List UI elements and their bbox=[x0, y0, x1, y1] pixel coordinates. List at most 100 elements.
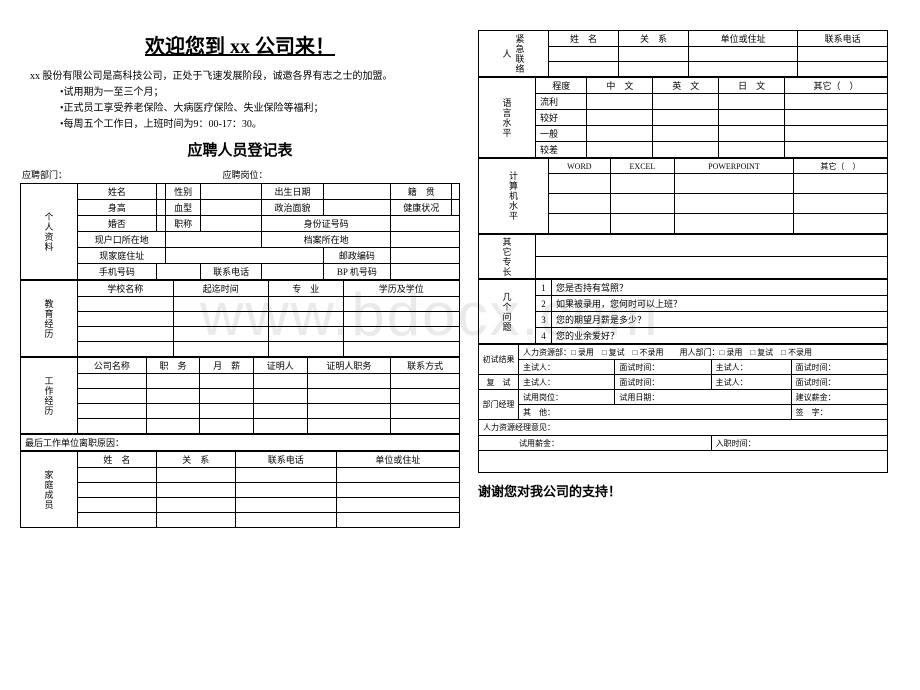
left-column: 欢迎您到 xx 公司来！ xx 股份有限公司是高科技公司，正处于飞速发展阶段，诚… bbox=[20, 30, 460, 528]
iv-mgr2: 试用日期： bbox=[615, 390, 791, 405]
lang-r1: 流利 bbox=[536, 94, 587, 110]
lbl-health: 健康状况 bbox=[391, 200, 452, 216]
family-h-addr: 单位或住址 bbox=[336, 452, 459, 468]
lang-h-other: 其它（ ） bbox=[785, 78, 888, 94]
iv-re1: 主试人： bbox=[519, 375, 615, 390]
education-table: 教育经历 学校名称 起迄时间 专 业 学历及学位 bbox=[20, 280, 460, 357]
computer-table: 计算机水平 WORD EXCEL POWERPOINT 其它（ ） bbox=[478, 158, 888, 234]
edu-row bbox=[21, 342, 460, 357]
other-skill-side: 其它专长 bbox=[479, 235, 536, 279]
work-h-refjob: 证明人职务 bbox=[307, 358, 391, 374]
lang-r4: 较差 bbox=[536, 142, 587, 158]
lbl-name: 姓名 bbox=[78, 184, 157, 200]
q3: 您的期望月薪是多少？ bbox=[552, 312, 888, 328]
emergency-side: 紧急联络人 bbox=[479, 31, 549, 77]
footer-text: 谢谢您对我公司的支持！ bbox=[478, 481, 888, 500]
iv-re2: 面试时间： bbox=[615, 375, 711, 390]
right-column: 紧急联络人 姓 名 关 系 单位或住址 联系电话 语言水平 程度 中 文 英 文… bbox=[478, 30, 888, 528]
lbl-height: 身高 bbox=[78, 200, 157, 216]
language-table: 语言水平 程度 中 文 英 文 日 文 其它（ ） 流利 较好 一般 较差 bbox=[478, 77, 888, 158]
dept-row: 应聘部门： 应聘岗位： bbox=[20, 166, 460, 183]
em-h-name: 姓 名 bbox=[549, 31, 619, 47]
comp-side: 计算机水平 bbox=[479, 159, 549, 234]
lbl-zip: 邮政编码 bbox=[323, 248, 390, 264]
iv-hrmgr1: 试用薪金： bbox=[479, 436, 712, 451]
q1n: 1 bbox=[536, 280, 552, 296]
work-side: 工作经历 bbox=[21, 358, 78, 434]
lbl-addr: 现家庭住址 bbox=[78, 248, 166, 264]
interview-hr: 人力资源部：□ 录用 □ 复试 □ 不录用 用人部门：□ 录用 □ 复试 □ 不… bbox=[519, 345, 888, 360]
other-skill-table: 其它专长 bbox=[478, 234, 888, 279]
intro-line1: xx 股份有限公司是高科技公司，正处于飞速发展阶段，诚邀各界有志之士的加盟。 bbox=[30, 69, 460, 85]
personal-table: 个人资料 姓名 性别 出生日期 籍 贯 身高 血型 政治面貌 健康状况 婚否 职… bbox=[20, 183, 460, 280]
lang-r3: 一般 bbox=[536, 126, 587, 142]
intro-bullet-2: •正式员工享受养老保险、大病医疗保险、失业保险等福利； bbox=[30, 101, 460, 117]
last-leave-label: 最后工作单位离职原因： bbox=[21, 435, 460, 451]
edu-h-major: 专 业 bbox=[269, 281, 344, 297]
family-side: 家庭成员 bbox=[21, 452, 78, 528]
questions-table: 几个问题 1 您是否持有驾照？ 2如果被录用，您何时可以上班？ 3您的期望月薪是… bbox=[478, 279, 888, 344]
work-row bbox=[21, 419, 460, 434]
lbl-politics: 政治面貌 bbox=[262, 200, 323, 216]
edu-side: 教育经历 bbox=[21, 281, 78, 357]
family-h-tel: 联系电话 bbox=[235, 452, 336, 468]
dept-label: 应聘部门： bbox=[20, 166, 143, 183]
edu-row bbox=[21, 312, 460, 327]
hrmgr-label: 人力资源经理意见： bbox=[479, 420, 888, 436]
lbl-hukou: 现户口所在地 bbox=[78, 232, 166, 248]
work-h-salary: 月 薪 bbox=[200, 358, 254, 374]
edu-row bbox=[21, 297, 460, 312]
work-row bbox=[21, 404, 460, 419]
page: 欢迎您到 xx 公司来！ xx 股份有限公司是高科技公司，正处于飞速发展阶段，诚… bbox=[0, 0, 920, 538]
edu-h-time: 起迄时间 bbox=[173, 281, 269, 297]
emergency-table: 紧急联络人 姓 名 关 系 单位或住址 联系电话 bbox=[478, 30, 888, 77]
last-leave-table: 最后工作单位离职原因： bbox=[20, 434, 460, 451]
main-title: 欢迎您到 xx 公司来！ bbox=[20, 30, 460, 59]
family-h-name: 姓 名 bbox=[78, 452, 157, 468]
lbl-marriage: 婚否 bbox=[78, 216, 157, 232]
comp-h-word: WORD bbox=[549, 159, 611, 174]
iv-l1a: 主试人： bbox=[519, 360, 615, 375]
work-h-ref: 证明人 bbox=[253, 358, 307, 374]
iv-l1b: 面试时间： bbox=[615, 360, 711, 375]
lang-h-cn: 中 文 bbox=[587, 78, 653, 94]
mgr-label: 部门经理 bbox=[479, 390, 519, 420]
work-h-contact: 联系方式 bbox=[391, 358, 460, 374]
lang-side: 语言水平 bbox=[479, 78, 536, 158]
iv-mgr3: 建议薪金： bbox=[791, 390, 887, 405]
lbl-tel: 联系电话 bbox=[200, 264, 261, 280]
q2: 如果被录用，您何时可以上班？ bbox=[552, 296, 888, 312]
lbl-bp: BP 机号码 bbox=[323, 264, 390, 280]
questions-side: 几个问题 bbox=[479, 280, 536, 344]
lbl-id: 身份证号码 bbox=[262, 216, 391, 232]
comp-h-excel: EXCEL bbox=[610, 159, 674, 174]
lbl-blood: 血型 bbox=[166, 200, 200, 216]
intro-bullet-3: •每周五个工作日，上班时间为9：00-17：30。 bbox=[30, 117, 460, 133]
interview-label: 初试结果 bbox=[479, 345, 519, 375]
intro-bullet-1: •试用期为一至三个月； bbox=[30, 85, 460, 101]
work-h-job: 职 务 bbox=[146, 358, 200, 374]
lbl-file: 档案所在地 bbox=[262, 232, 391, 248]
edu-row bbox=[21, 327, 460, 342]
work-table: 工作经历 公司名称 职 务 月 薪 证明人 证明人职务 联系方式 bbox=[20, 357, 460, 434]
lang-h-level: 程度 bbox=[536, 78, 587, 94]
lang-h-en: 英 文 bbox=[653, 78, 719, 94]
intro-block: xx 股份有限公司是高科技公司，正处于飞速发展阶段，诚邀各界有志之士的加盟。 •… bbox=[20, 69, 460, 133]
comp-h-other: 其它（ ） bbox=[793, 159, 887, 174]
q4: 您的业余爱好？ bbox=[552, 328, 888, 344]
family-h-rel: 关 系 bbox=[156, 452, 235, 468]
iv-re4: 面试时间： bbox=[791, 375, 887, 390]
family-row bbox=[21, 513, 460, 528]
iv-hrmgr2: 入职时间： bbox=[711, 436, 887, 451]
family-row bbox=[21, 483, 460, 498]
q1: 您是否持有驾照？ bbox=[552, 280, 888, 296]
family-row bbox=[21, 468, 460, 483]
lbl-origin: 籍 贯 bbox=[391, 184, 452, 200]
iv-l1c: 主试人： bbox=[711, 360, 791, 375]
q3n: 3 bbox=[536, 312, 552, 328]
work-h-company: 公司名称 bbox=[78, 358, 147, 374]
lbl-title: 职称 bbox=[166, 216, 200, 232]
iv-mgr1: 试用岗位： bbox=[519, 390, 615, 405]
comp-h-ppt: POWERPOINT bbox=[675, 159, 794, 174]
edu-h-school: 学校名称 bbox=[78, 281, 174, 297]
